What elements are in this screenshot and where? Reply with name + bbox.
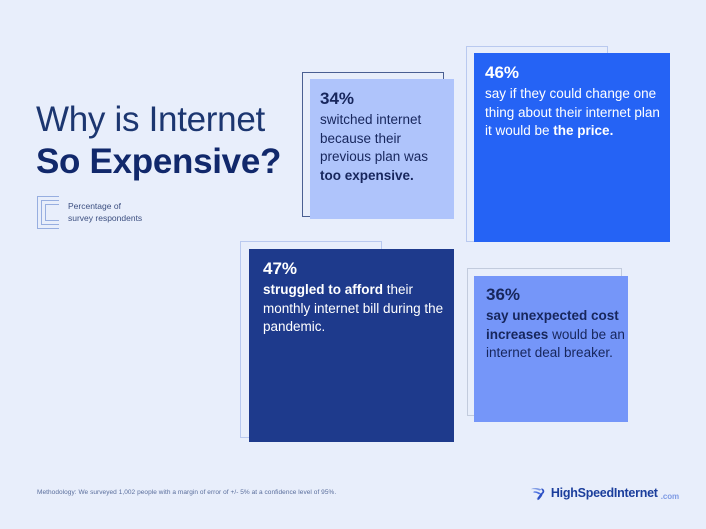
stat-card-fill-46 <box>474 53 670 242</box>
stat-description-47: struggled to afford their monthly intern… <box>263 281 448 337</box>
stat-description-36-bold: say unexpected cost increases <box>486 308 619 342</box>
stat-card-fill-47 <box>249 249 454 442</box>
stat-card-content-36: 36% say unexpected cost increases would … <box>486 284 626 363</box>
stat-percent-47: 47% <box>263 259 298 278</box>
stat-card-content-47: 47% struggled to afford their monthly in… <box>263 258 448 337</box>
stat-card-content-46: 46% say if they could change one thing a… <box>485 62 665 141</box>
stat-description-34-bold: too expensive. <box>320 167 414 183</box>
stat-percent-46: 46% <box>485 63 520 82</box>
nested-brackets-icon <box>37 196 59 229</box>
stat-description-46-bold: the price. <box>553 123 614 138</box>
stat-description-36-plain: would be an internet deal breaker. <box>486 326 625 361</box>
stat-description-46: say if they could change one thing about… <box>485 85 665 141</box>
hummingbird-logo-icon <box>530 487 545 501</box>
site-logo[interactable]: HighSpeedInternet .com <box>529 483 679 502</box>
stat-description-34: switched internet because their previous… <box>320 111 450 185</box>
stat-description-47-bold: struggled to afford <box>263 282 383 297</box>
legend: Percentage of survey respondents <box>37 196 142 229</box>
page-title-line-1: Why is Internet <box>36 100 265 139</box>
stat-card-fill-34 <box>310 79 454 219</box>
legend-label: Percentage of survey respondents <box>68 201 143 223</box>
stat-description-34-plain: switched internet because their previous… <box>320 112 429 164</box>
logo-wordmark: HighSpeedInternet <box>550 485 658 500</box>
stat-card-content-34: 34% switched internet because their prev… <box>320 88 450 185</box>
stat-description-47-plain: their monthly internet bill during the p… <box>263 282 444 334</box>
page-title: Why is Internet So Expensive? <box>36 100 336 184</box>
stat-percent-36: 36% <box>486 285 521 304</box>
stat-percent-34: 34% <box>320 89 355 108</box>
logo-tld: .com <box>660 492 679 501</box>
methodology-note: Methodology: We surveyed 1,002 people wi… <box>37 489 337 496</box>
stat-description-46-plain: say if they could change one thing about… <box>485 86 660 138</box>
stat-description-36: say unexpected cost increases would be a… <box>486 307 626 363</box>
stat-card-fill-36 <box>474 276 628 422</box>
page-title-line-2: So Expensive? <box>36 142 282 181</box>
